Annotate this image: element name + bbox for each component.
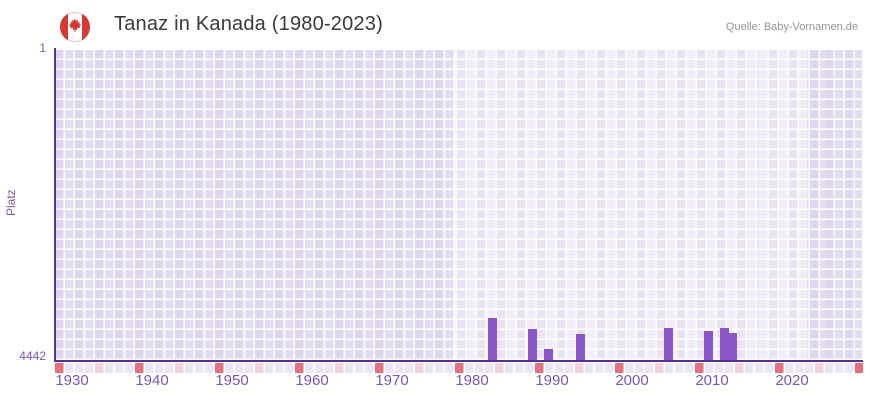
bar-2013[interactable] [719, 327, 729, 360]
x-axis-tick-label-1970: 1970 [375, 372, 409, 389]
x-axis-tick-label-1950: 1950 [215, 372, 249, 389]
x-axis-tick-label-1940: 1940 [135, 372, 169, 389]
x-axis-tick-label-2020: 2020 [775, 372, 809, 389]
bar-2006[interactable] [663, 328, 673, 360]
x-axis-labels: 1930 1940 1950 1960 1970 1980 1990 2000 2010 2020 [55, 372, 873, 394]
x-axis-tick-row [55, 363, 863, 373]
y-axis-label-top: 1 [39, 41, 46, 55]
grid-region-dark [55, 50, 455, 360]
bar-2011[interactable] [703, 331, 713, 360]
x-axis-line [54, 360, 863, 362]
x-axis-tick-label-2000: 2000 [615, 372, 649, 389]
bar-2014[interactable] [727, 333, 737, 360]
grid-region-light [455, 50, 807, 360]
bar-1991[interactable] [543, 349, 553, 360]
x-axis-tick-label-1930: 1930 [55, 372, 89, 389]
canada-flag-icon [60, 12, 90, 42]
x-axis-tick-label-1960: 1960 [295, 372, 329, 389]
grid-region-dark [807, 50, 862, 360]
bar-1995[interactable] [575, 334, 585, 360]
x-axis-tick-label-1990: 1990 [535, 372, 569, 389]
chart-title: Tanaz in Kanada (1980-2023) [114, 13, 383, 35]
x-axis-tick-label-1980: 1980 [455, 372, 489, 389]
bar-1989[interactable] [527, 329, 537, 360]
y-axis-line [54, 48, 56, 362]
x-axis-tick-label-2010: 2010 [695, 372, 729, 389]
y-axis-title: Platz [4, 189, 18, 217]
y-axis-label-bottom: 4442 [19, 349, 46, 363]
plot-area [55, 50, 862, 360]
source-attribution: Quelle: Baby-Vornamen.de [725, 21, 858, 33]
bar-1984[interactable] [487, 317, 497, 360]
